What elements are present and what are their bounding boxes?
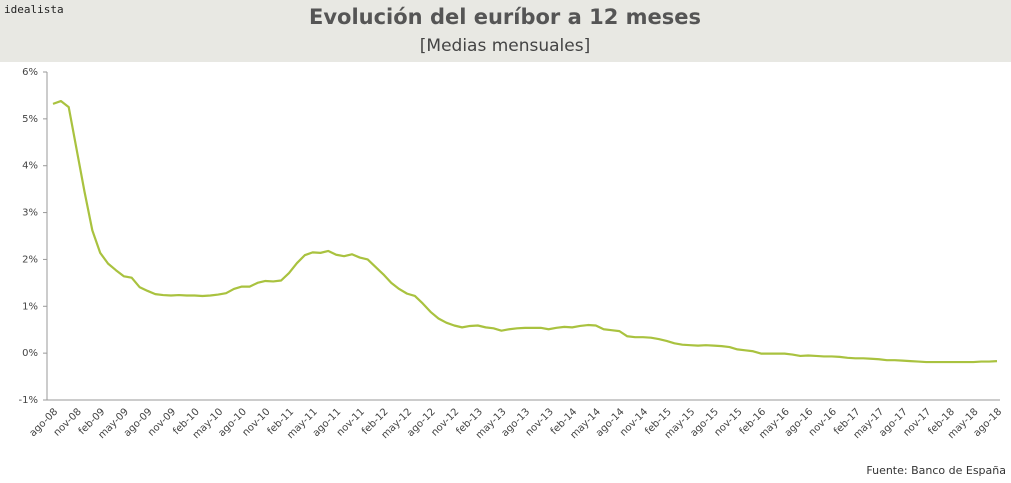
y-tick-label: 1% — [22, 301, 38, 312]
y-tick-label: 5% — [22, 114, 38, 125]
header-band — [0, 0, 1011, 62]
chart-subtitle: [Medias mensuales] — [420, 36, 590, 56]
source: Fuente: Banco de España — [866, 464, 1006, 477]
y-tick-label: 4% — [22, 161, 38, 172]
y-tick-label: -1% — [19, 395, 38, 406]
logo: idealista — [4, 3, 64, 16]
y-tick-label: 3% — [22, 208, 38, 219]
y-tick-label: 6% — [22, 67, 38, 78]
line — [52, 99, 998, 364]
chart-title: Evolución del euríbor a 12 meses — [309, 5, 701, 29]
y-tick-label: 0% — [22, 348, 38, 359]
y-tick-label: 2% — [22, 254, 38, 265]
